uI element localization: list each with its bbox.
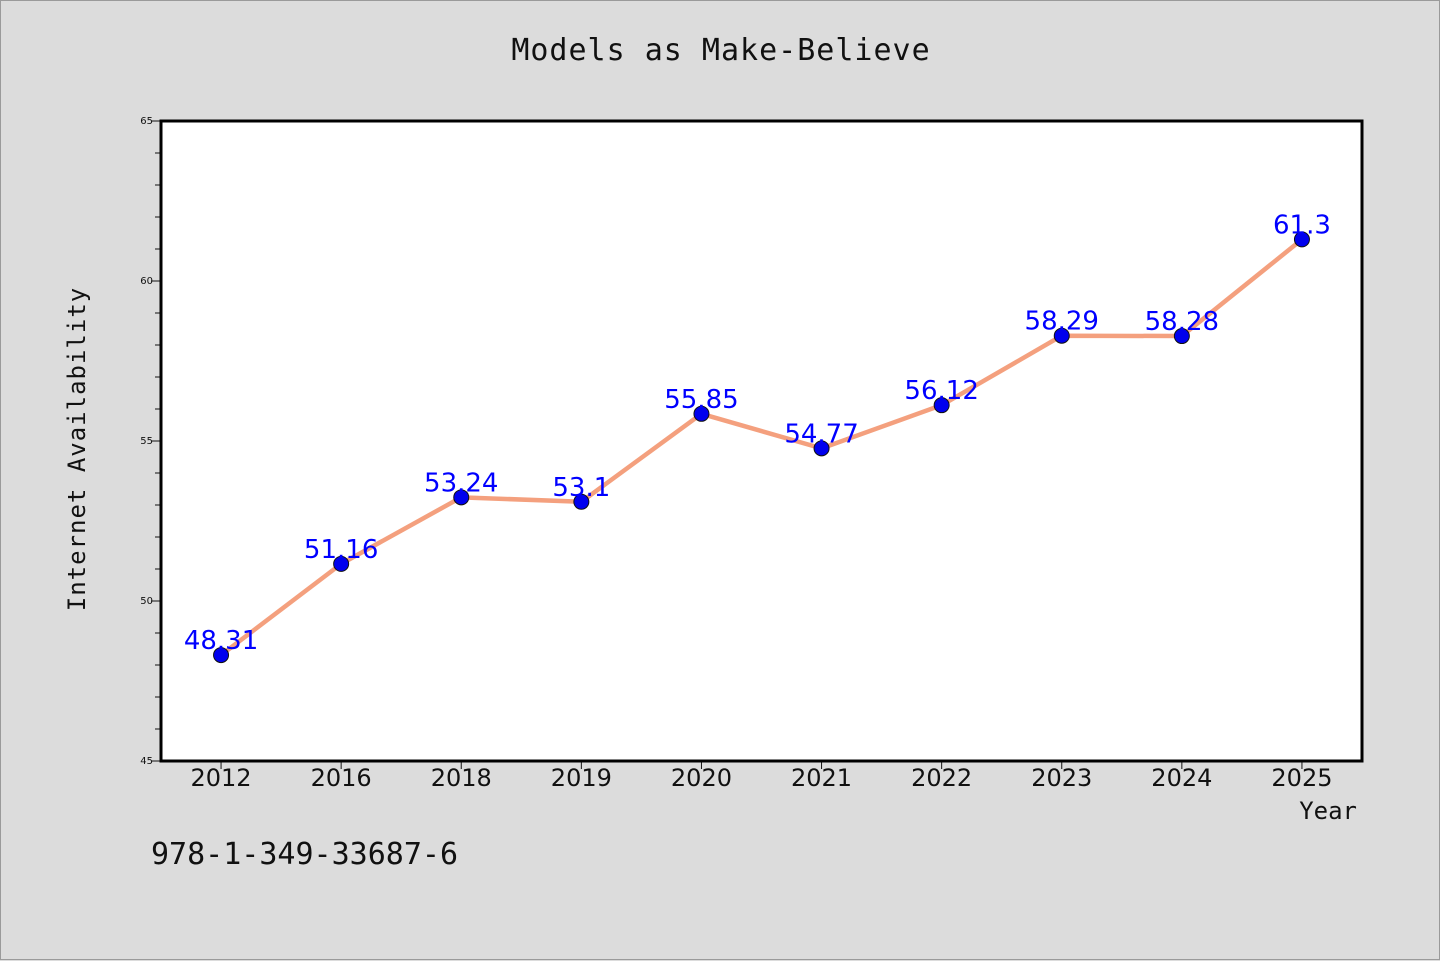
data-point: [1173, 328, 1190, 345]
data-point: [1053, 327, 1070, 344]
data-point: [813, 440, 830, 457]
y-tick-label: 45: [140, 756, 153, 767]
data-label: 58.28: [1145, 307, 1219, 337]
data-label: 55.85: [664, 385, 738, 415]
data-label: 58.29: [1025, 307, 1099, 337]
data-point: [693, 405, 710, 422]
x-tick-label: 2020: [671, 764, 732, 792]
data-label: 48.31: [184, 626, 258, 656]
chart-title: Models as Make-Believe: [511, 33, 931, 68]
data-label: 51.16: [304, 535, 378, 565]
data-label: 54.77: [784, 419, 858, 449]
x-tick-label: 2023: [1031, 764, 1092, 792]
x-tick-label: 2016: [311, 764, 372, 792]
data-point: [453, 489, 470, 506]
data-point: [933, 397, 950, 414]
x-tick-label: 2012: [191, 764, 252, 792]
y-tick-label: 65: [140, 116, 153, 127]
data-point: [213, 647, 230, 664]
y-tick-label: 55: [140, 436, 153, 447]
x-tick-label: 2018: [431, 764, 492, 792]
plot-border: [159, 119, 1364, 763]
x-tick-label: 2025: [1271, 764, 1332, 792]
x-axis-label: Year: [1299, 797, 1357, 825]
data-label: 53.1: [552, 473, 610, 503]
data-point: [333, 555, 350, 572]
y-tick-label: 60: [140, 276, 153, 287]
isbn-text: 978-1-349-33687-6: [151, 837, 459, 872]
series-line: [218, 237, 1305, 658]
data-label: 61.3: [1273, 210, 1331, 240]
x-tick-label: 2019: [551, 764, 612, 792]
x-tick-label: 2021: [791, 764, 852, 792]
x-tick-label: 2024: [1151, 764, 1212, 792]
data-point: [573, 493, 590, 510]
data-point: [1293, 231, 1310, 248]
y-tick-label: 50: [140, 596, 153, 607]
plot-area: [161, 121, 1362, 761]
x-tick-label: 2022: [911, 764, 972, 792]
data-label: 53.24: [424, 468, 498, 498]
data-label: 56.12: [904, 376, 978, 406]
